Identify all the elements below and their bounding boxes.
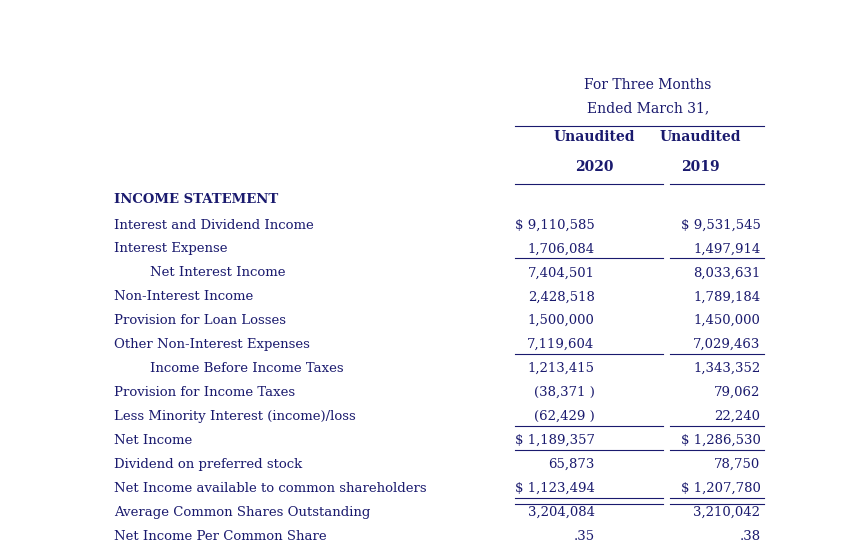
Text: 2,428,518: 2,428,518: [527, 290, 595, 304]
Text: $ 1,189,357: $ 1,189,357: [514, 434, 595, 447]
Text: $ 1,123,494: $ 1,123,494: [514, 482, 595, 495]
Text: (38,371 ): (38,371 ): [534, 386, 595, 399]
Text: Income Before Income Taxes: Income Before Income Taxes: [150, 362, 344, 375]
Text: 1,497,914: 1,497,914: [693, 243, 760, 256]
Text: 7,119,604: 7,119,604: [527, 338, 595, 351]
Text: 7,029,463: 7,029,463: [693, 338, 760, 351]
Text: Non-Interest Income: Non-Interest Income: [114, 290, 253, 304]
Text: Net Income available to common shareholders: Net Income available to common sharehold…: [114, 482, 426, 495]
Text: (62,429 ): (62,429 ): [534, 410, 595, 423]
Text: 3,210,042: 3,210,042: [693, 506, 760, 519]
Text: $ 1,286,530: $ 1,286,530: [681, 434, 760, 447]
Text: 1,343,352: 1,343,352: [693, 362, 760, 375]
Text: 2020: 2020: [575, 160, 614, 174]
Text: Unaudited: Unaudited: [554, 130, 635, 144]
Text: 8,033,631: 8,033,631: [693, 267, 760, 280]
Text: Net Interest Income: Net Interest Income: [150, 267, 286, 280]
Text: $ 1,207,780: $ 1,207,780: [681, 482, 760, 495]
Text: Interest and Dividend Income: Interest and Dividend Income: [114, 219, 313, 232]
Text: 79,062: 79,062: [714, 386, 760, 399]
Text: Provision for Income Taxes: Provision for Income Taxes: [114, 386, 294, 399]
Text: Provision for Loan Losses: Provision for Loan Losses: [114, 314, 286, 327]
Text: 1,450,000: 1,450,000: [693, 314, 760, 327]
Text: Net Income Per Common Share: Net Income Per Common Share: [114, 530, 326, 542]
Text: 2019: 2019: [681, 160, 720, 174]
Text: 1,706,084: 1,706,084: [527, 243, 595, 256]
Text: 22,240: 22,240: [715, 410, 760, 423]
Text: 78,750: 78,750: [714, 458, 760, 471]
Text: For Three Months: For Three Months: [584, 78, 711, 92]
Text: Net Income: Net Income: [114, 434, 192, 447]
Text: 1,500,000: 1,500,000: [527, 314, 595, 327]
Text: 65,873: 65,873: [548, 458, 595, 471]
Text: $ 9,531,545: $ 9,531,545: [681, 219, 760, 232]
Text: Ended March 31,: Ended March 31,: [586, 101, 709, 115]
Text: $ 9,110,585: $ 9,110,585: [514, 219, 595, 232]
Text: 3,204,084: 3,204,084: [527, 506, 595, 519]
Text: INCOME STATEMENT: INCOME STATEMENT: [114, 193, 278, 207]
Text: 7,404,501: 7,404,501: [527, 267, 595, 280]
Text: .38: .38: [740, 530, 760, 542]
Text: Less Minority Interest (income)/loss: Less Minority Interest (income)/loss: [114, 410, 355, 423]
Text: Unaudited: Unaudited: [660, 130, 741, 144]
Text: Other Non-Interest Expenses: Other Non-Interest Expenses: [114, 338, 310, 351]
Text: Dividend on preferred stock: Dividend on preferred stock: [114, 458, 302, 471]
Text: Average Common Shares Outstanding: Average Common Shares Outstanding: [114, 506, 370, 519]
Text: 1,213,415: 1,213,415: [527, 362, 595, 375]
Text: .35: .35: [574, 530, 595, 542]
Text: Interest Expense: Interest Expense: [114, 243, 227, 256]
Text: 1,789,184: 1,789,184: [693, 290, 760, 304]
